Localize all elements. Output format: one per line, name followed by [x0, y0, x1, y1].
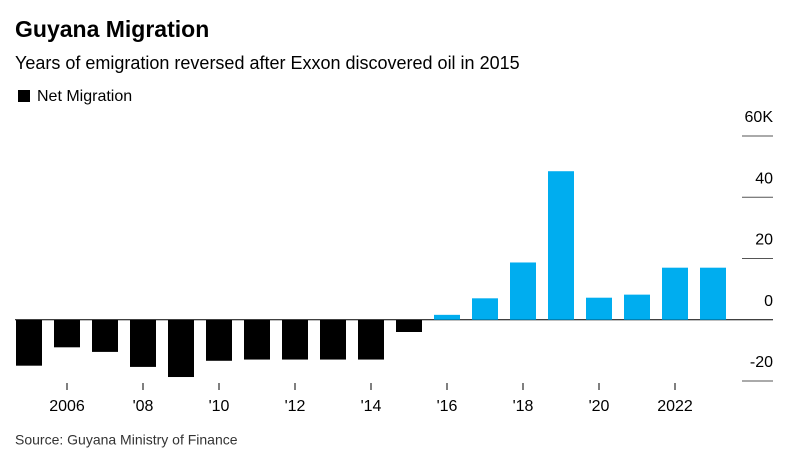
bar — [548, 171, 574, 320]
bar — [244, 319, 270, 360]
bar — [700, 267, 726, 320]
y-tick-label: 20 — [755, 232, 773, 249]
bar — [510, 262, 536, 320]
bar — [586, 297, 612, 320]
source: Source: Guyana Ministry of Finance — [15, 432, 238, 448]
x-tick-label: '18 — [513, 398, 534, 415]
legend-label: Net Migration — [37, 88, 132, 105]
bar — [396, 319, 422, 332]
bar — [434, 314, 460, 320]
y-tick-label: 60K — [745, 109, 774, 126]
y-tick-label: 40 — [755, 170, 773, 187]
bar — [168, 319, 194, 378]
bar — [320, 319, 346, 360]
x-tick-label: '08 — [133, 398, 154, 415]
bar — [16, 319, 42, 366]
bar — [282, 319, 308, 360]
chart-title: Guyana Migration — [15, 16, 209, 42]
bar — [130, 319, 156, 367]
x-tick-label: '16 — [437, 398, 458, 415]
x-tick-label: 2006 — [49, 398, 85, 415]
x-tick-label: '20 — [589, 398, 610, 415]
y-tick-label: 0 — [764, 293, 773, 310]
x-tick-label: '12 — [285, 398, 306, 415]
chart-subtitle: Years of emigration reversed after Exxon… — [15, 53, 520, 73]
bar — [662, 267, 688, 320]
bar — [54, 319, 80, 348]
legend-swatch — [18, 90, 30, 102]
x-tick-label: 2022 — [657, 398, 693, 415]
bar — [206, 319, 232, 361]
bar — [358, 319, 384, 360]
y-tick-label: -20 — [750, 354, 773, 371]
bar — [92, 319, 118, 352]
bar — [472, 298, 498, 320]
bar — [624, 294, 650, 320]
x-tick-label: '14 — [361, 398, 382, 415]
x-tick-label: '10 — [209, 398, 230, 415]
